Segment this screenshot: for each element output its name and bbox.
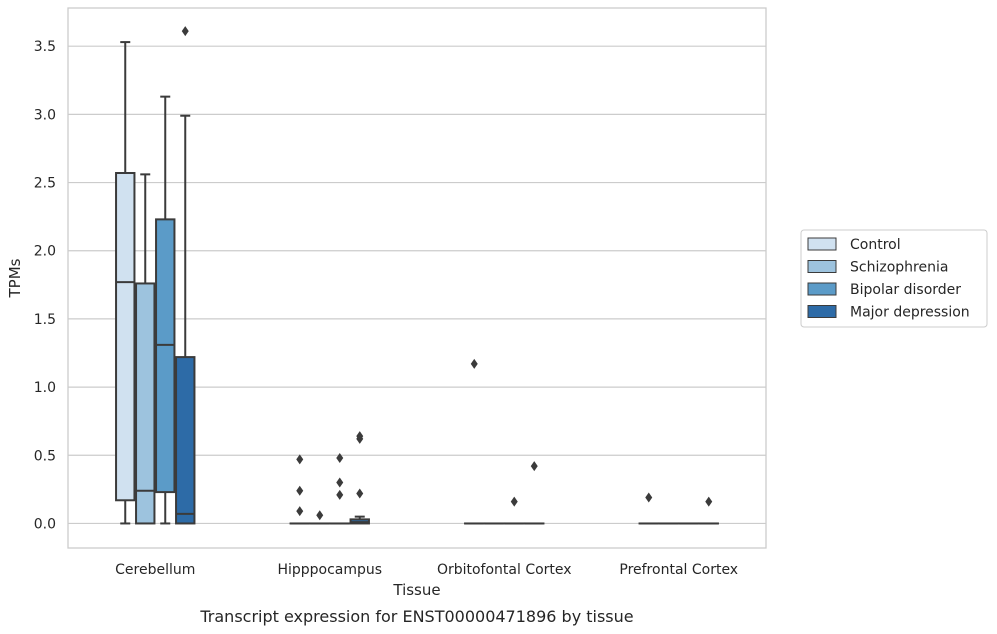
box-group [464,358,545,525]
legend: Control Schizophrenia Bipolar disorder Majo… [800,229,988,328]
box-group [638,492,719,525]
x-tick-label: Cerebellum [115,562,195,578]
legend-label: Control [850,237,901,253]
y-tick-label: 3.5 [34,39,56,55]
outlier-point [316,510,324,521]
outlier-point [510,496,518,507]
y-axis-title: TPMs [6,258,24,298]
plot-frame [67,7,767,549]
box-body [115,172,136,502]
legend-label: Schizophrenia [850,260,948,276]
y-tick-label: 0.5 [34,448,56,464]
box-groups [115,26,719,525]
y-tick-label: 0.0 [34,516,56,532]
box-schizophrenia [309,510,330,525]
box-bipolar-disorder [504,496,525,525]
chart-caption: Transcript expression for ENST0000047189… [199,607,633,626]
outlier-point [296,485,304,496]
x-axis-title: Tissue [392,581,440,599]
box-schizophrenia [135,173,156,525]
box-body [135,282,156,525]
box-major-depression [349,431,370,525]
outlier-point [296,454,304,465]
y-tick-label: 2.5 [34,176,56,192]
y-tick-label: 1.5 [34,312,56,328]
legend-swatch [807,260,837,273]
box-group [115,26,196,525]
outlier-point [181,26,189,37]
outlier-point [470,358,478,369]
box-control [638,492,659,525]
box-body [175,356,196,525]
legend-frame [800,229,988,328]
x-tick-label: Orbitofontal Cortex [437,562,572,578]
box-body [155,218,176,494]
legend-swatch [807,282,837,296]
outlier-point [296,506,304,517]
outlier-point [336,489,344,500]
box-control [115,41,136,525]
y-axis-ticks: 0.0 0.5 1.0 1.5 2.0 2.5 3.0 3.5 [34,39,56,532]
legend-label: Major depression [850,305,970,321]
x-axis-ticks: Cerebellum Hipppocampus Orbitofontal Corte… [115,562,738,578]
legend-swatch [807,237,837,251]
x-tick-label: Prefrontal Cortex [619,562,738,578]
legend-swatch [807,305,837,318]
y-tick-label: 3.0 [34,107,56,123]
box-control [464,358,485,525]
outlier-point [705,496,713,507]
outlier-point [336,477,344,488]
outlier-point [645,492,653,503]
outlier-point [336,453,344,463]
x-tick-label: Hipppocampus [277,562,382,578]
box-bipolar-disorder [329,453,350,525]
outlier-point [356,433,364,444]
box-control [289,454,310,525]
y-tick-label: 1.0 [34,380,56,396]
box-major-depression [175,26,196,525]
outlier-point [356,488,364,499]
box-group [289,431,370,525]
outlier-point [530,461,538,472]
box-bipolar-disorder [155,95,176,525]
legend-label: Bipolar disorder [850,282,961,298]
box-major-depression [698,496,719,525]
y-tick-label: 2.0 [34,244,56,260]
box-major-depression [524,461,545,525]
